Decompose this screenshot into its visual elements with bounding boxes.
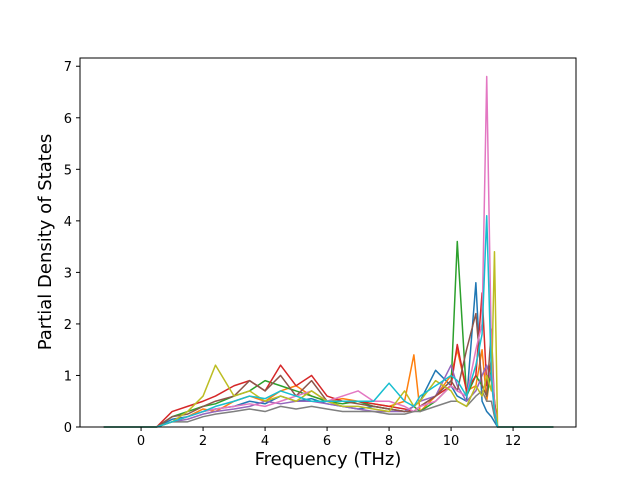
x-tick-label: 12 bbox=[505, 434, 522, 449]
x-axis-title: Frequency (THz) bbox=[255, 449, 402, 470]
x-tick-label: 6 bbox=[323, 434, 331, 449]
y-tick-label: 4 bbox=[64, 215, 72, 230]
x-tick-label: 0 bbox=[137, 434, 145, 449]
x-tick-label: 8 bbox=[385, 434, 393, 449]
x-tick-label: 10 bbox=[443, 434, 460, 449]
y-tick-label: 3 bbox=[64, 266, 72, 281]
series-line bbox=[103, 312, 554, 428]
series-line bbox=[103, 251, 554, 428]
x-tick-label: 2 bbox=[199, 434, 207, 449]
y-tick-label: 7 bbox=[64, 60, 72, 75]
series-line bbox=[103, 390, 554, 428]
y-axis-title: Partial Density of States bbox=[35, 134, 56, 351]
y-tick-label: 2 bbox=[64, 318, 72, 333]
y-tick-label: 5 bbox=[64, 163, 72, 178]
series-line bbox=[103, 214, 554, 428]
y-tick-label: 6 bbox=[64, 112, 72, 127]
y-tick-label: 1 bbox=[64, 369, 72, 384]
plot-area bbox=[103, 75, 554, 428]
y-tick-label: 0 bbox=[64, 421, 72, 436]
x-tick-label: 4 bbox=[261, 434, 269, 449]
axes-frame bbox=[79, 57, 577, 428]
series-line bbox=[103, 292, 554, 428]
